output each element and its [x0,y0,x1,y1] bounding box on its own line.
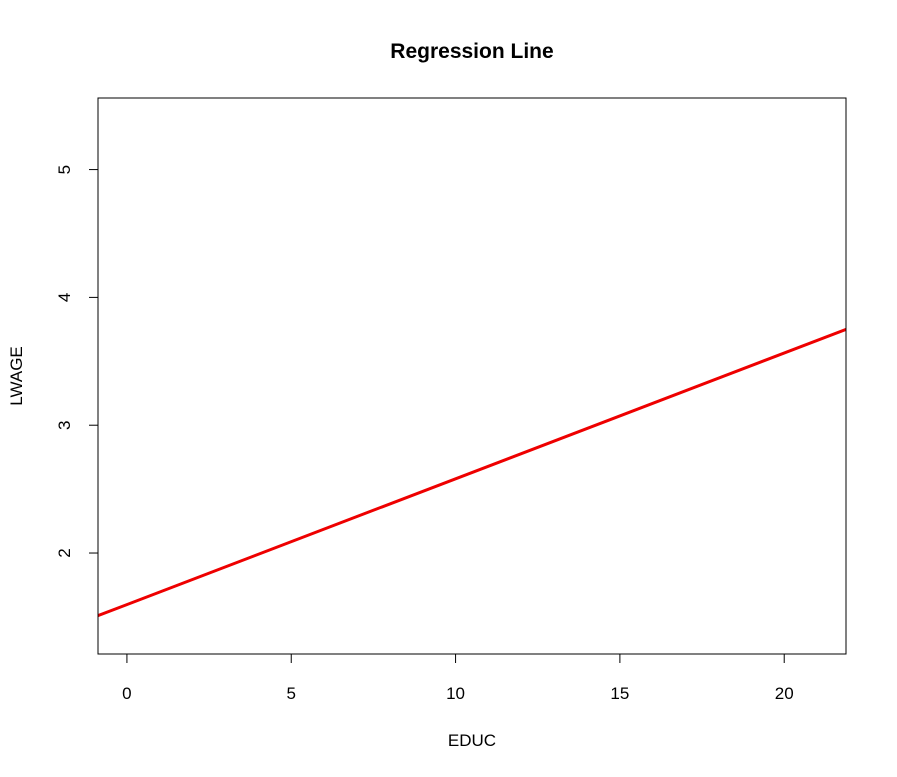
x-tick-label: 15 [610,684,629,703]
x-axis-label: EDUC [448,731,496,750]
x-tick-label: 5 [287,684,296,703]
x-tick-label: 20 [775,684,794,703]
x-tick-label: 10 [446,684,465,703]
y-tick-label: 4 [55,293,74,302]
x-axis: 0 5 10 15 20 [122,653,794,703]
plot-series [98,327,846,618]
y-axis-label: LWAGE [7,346,26,406]
y-tick-label: 2 [55,548,74,557]
chart-title: Regression Line [390,40,553,63]
y-tick-label: 5 [55,165,74,174]
x-tick-label: 0 [122,684,131,703]
regression-line-0 [98,327,846,618]
y-tick-label: 3 [55,420,74,429]
y-axis: 2 3 4 5 [55,165,99,558]
